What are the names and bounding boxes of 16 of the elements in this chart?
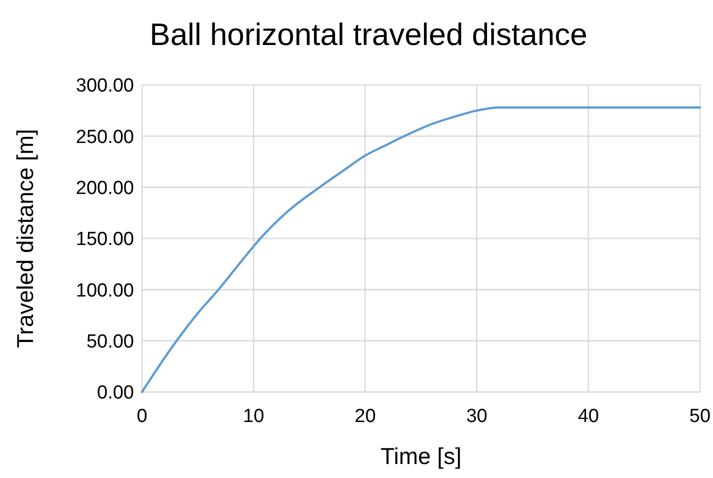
y-tick-label: 50.00 <box>86 331 134 352</box>
y-tick-label: 300.00 <box>76 76 134 97</box>
x-tick-label: 20 <box>354 406 376 427</box>
x-tick-label: 30 <box>466 406 488 427</box>
y-tick-label: 150.00 <box>76 229 134 250</box>
y-axis-title: Traveled distance [m] <box>12 128 38 348</box>
x-tick-label: 50 <box>689 406 711 427</box>
chart-title: Ball horizontal traveled distance <box>150 17 588 52</box>
x-axis-title: Time [s] <box>380 443 462 469</box>
x-tick-label: 10 <box>243 406 264 427</box>
x-tick-label: 0 <box>136 406 148 427</box>
y-tick-label: 200.00 <box>76 178 134 199</box>
x-tick-label: 40 <box>578 406 599 427</box>
y-tick-label: 250.00 <box>76 126 134 148</box>
y-tick-label: 0.00 <box>97 382 134 404</box>
y-tick-label: 100.00 <box>76 280 134 302</box>
